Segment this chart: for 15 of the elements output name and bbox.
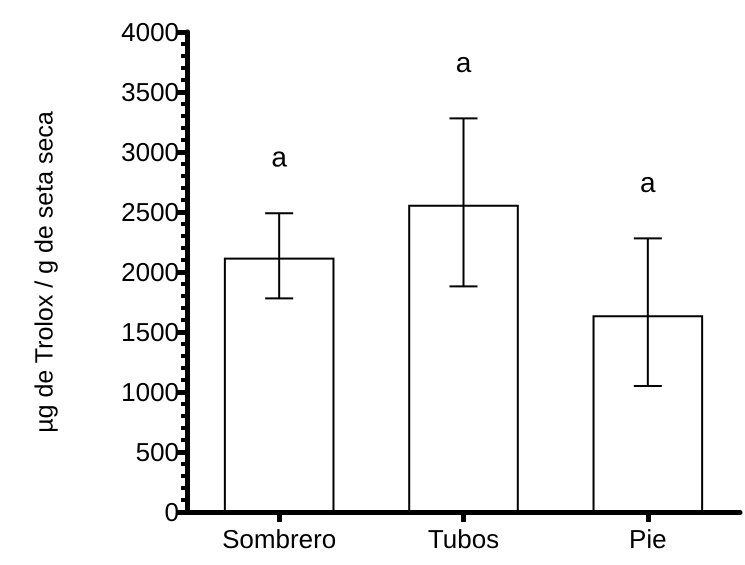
- y-tick-label: 1000: [121, 377, 179, 407]
- y-tick-label: 3500: [121, 77, 179, 107]
- annotation: a: [271, 142, 288, 173]
- y-tick-label: 3000: [121, 137, 179, 167]
- x-tick-label: Tubos: [428, 524, 500, 554]
- y-axis-title: µg de Trolox / g de seta seca: [30, 111, 58, 433]
- annotation: a: [640, 166, 656, 198]
- x-tick-label: Sombrero: [222, 524, 336, 554]
- y-tick-label: 1500: [121, 317, 179, 347]
- y-tick-label: 2000: [121, 257, 179, 287]
- annotation: a: [456, 46, 472, 78]
- y-tick-label: 500: [136, 437, 179, 467]
- y-tick-label: 4000: [121, 17, 179, 47]
- x-tick-label: Pie: [629, 524, 667, 554]
- y-tick-label: 2500: [121, 197, 179, 227]
